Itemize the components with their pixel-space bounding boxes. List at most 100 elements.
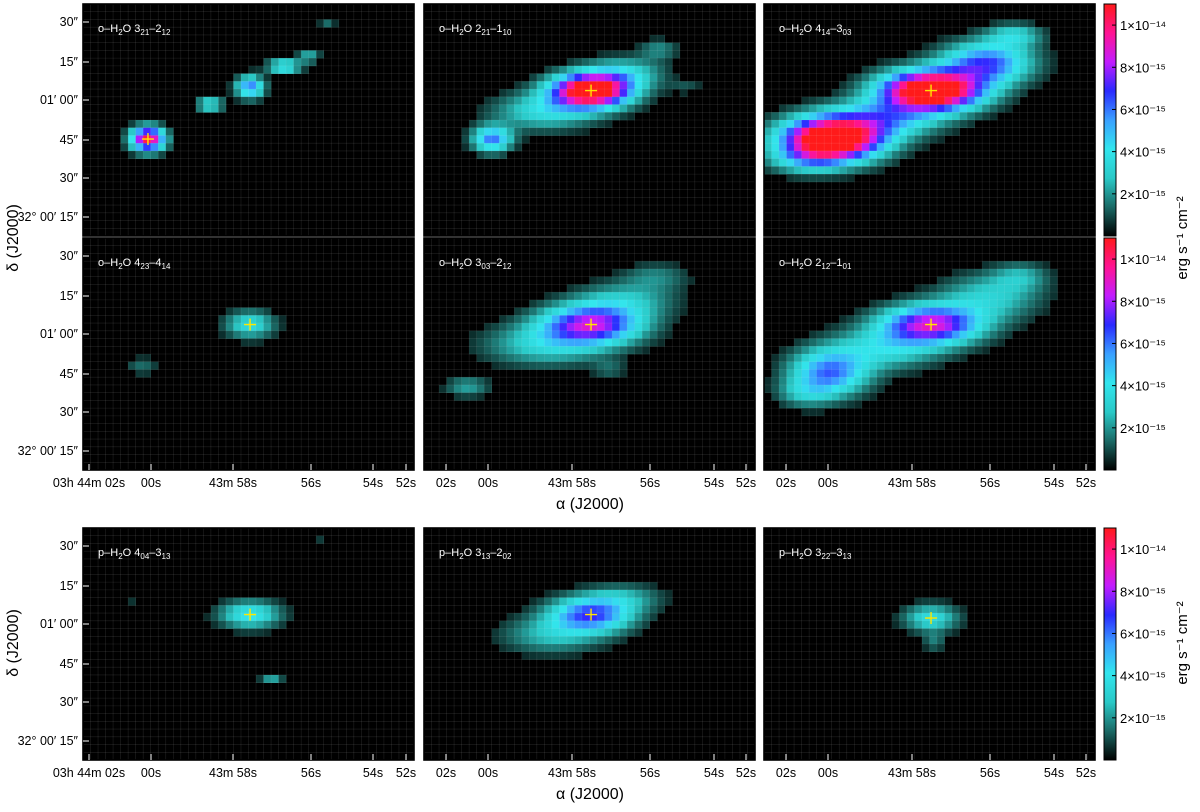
heatmap-cell	[831, 400, 840, 409]
heatmap-cell	[982, 73, 990, 82]
heatmap-cell	[906, 338, 915, 347]
heatmap-cell	[997, 34, 1006, 43]
heatmap-cell	[597, 65, 605, 74]
heatmap-cell	[484, 354, 492, 363]
heatmap-cell	[559, 323, 568, 332]
heatmap-cell	[801, 346, 810, 355]
heatmap-cell	[491, 143, 500, 152]
colorbar-tick-label: 2×10⁻¹⁵	[1120, 711, 1166, 726]
x-tick-label: 00s	[478, 766, 498, 780]
heatmap-cell	[634, 605, 643, 614]
heatmap-cell	[869, 112, 878, 121]
heatmap-cell	[899, 81, 908, 90]
heatmap-cell	[506, 143, 515, 152]
heatmap-cell	[846, 166, 855, 175]
heatmap-cell	[914, 73, 923, 82]
heatmap-cell	[854, 400, 863, 409]
heatmap-cell	[779, 369, 787, 378]
heatmap-cell	[210, 96, 219, 105]
heatmap-cell	[469, 384, 477, 393]
heatmap-cell	[484, 112, 492, 121]
heatmap-cell	[619, 58, 628, 67]
heatmap-cell	[649, 50, 658, 59]
heatmap-cell	[899, 135, 908, 144]
panel-label: p–H2O 322–313	[779, 547, 852, 561]
heatmap-cell	[521, 307, 530, 316]
heatmap-cell	[952, 58, 960, 67]
heatmap-cell	[529, 104, 538, 113]
heatmap-cell	[619, 346, 628, 355]
heatmap-cell	[619, 605, 628, 614]
heatmap-cell	[854, 104, 863, 113]
colorbar-tick-label: 6×10⁻¹⁵	[1120, 626, 1166, 641]
heatmap-cell	[959, 120, 968, 129]
heatmap-cell	[1004, 42, 1013, 51]
y-tick-label: 45″	[60, 367, 79, 381]
heatmap-cell	[891, 104, 900, 113]
heatmap-cell	[664, 65, 673, 74]
heatmap-cell	[256, 605, 264, 614]
heatmap-cell	[627, 65, 635, 74]
heatmap-cell	[225, 323, 234, 332]
heatmap-cell	[256, 674, 264, 683]
heatmap-cell	[861, 369, 870, 378]
heatmap-cell	[809, 143, 817, 152]
heatmap-cell	[1034, 261, 1043, 270]
heatmap-cell	[989, 81, 998, 90]
heatmap-cell	[952, 96, 960, 105]
heatmap-cell	[824, 377, 832, 386]
heatmap-cell	[536, 605, 545, 614]
heatmap-cell	[906, 135, 915, 144]
heatmap-cell	[876, 377, 885, 386]
heatmap-cell	[831, 377, 840, 386]
heatmap-cell	[150, 143, 159, 152]
heatmap-cell	[1004, 284, 1013, 293]
heatmap-cell	[937, 323, 945, 332]
label-part: 23	[140, 262, 149, 271]
heatmap-cell	[597, 589, 605, 598]
heatmap-cell	[906, 620, 915, 629]
heatmap-cell	[1012, 81, 1021, 90]
heatmap-cell	[634, 315, 643, 324]
heatmap-cell	[604, 315, 613, 324]
heatmap-cell	[921, 120, 930, 129]
heatmap-cell	[982, 81, 990, 90]
heatmap-cell	[566, 620, 575, 629]
x-tick-label: 54s	[363, 476, 383, 490]
x-tick-label: 52s	[396, 766, 416, 780]
heatmap-cell	[861, 112, 870, 121]
heatmap-cell	[634, 50, 643, 59]
heatmap-cell	[589, 276, 598, 285]
panel-background	[83, 528, 414, 760]
heatmap-cell	[679, 276, 688, 285]
x-tick-label: 54s	[704, 476, 724, 490]
heatmap-cell	[1034, 299, 1043, 308]
heatmap-cell	[301, 50, 309, 59]
heatmap-cell	[514, 628, 523, 637]
heatmap-cell	[574, 58, 583, 67]
heatmap-cell	[574, 89, 583, 98]
heatmap-cell	[764, 384, 772, 393]
heatmap-cell	[642, 96, 650, 105]
heatmap-cell	[597, 338, 605, 347]
heatmap-cell	[944, 50, 953, 59]
colorbar-tick-label: 8×10⁻¹⁵	[1120, 294, 1166, 309]
heatmap-cell	[597, 597, 605, 606]
heatmap-cell	[779, 112, 787, 121]
label-part: O 4	[804, 23, 822, 35]
heatmap-cell	[906, 330, 915, 339]
heatmap-cell	[536, 338, 545, 347]
y-tick-label: 30″	[60, 539, 79, 553]
heatmap-cell	[816, 96, 825, 105]
heatmap-cell	[921, 299, 930, 308]
heatmap-cell	[574, 597, 583, 606]
heatmap-cell	[914, 620, 923, 629]
heatmap-cell	[1049, 276, 1058, 285]
heatmap-cell	[839, 89, 848, 98]
heatmap-cell	[1049, 50, 1058, 59]
heatmap-cell	[959, 42, 968, 51]
heatmap-cell	[794, 377, 802, 386]
heatmap-cell	[248, 620, 257, 629]
heatmap-cell	[544, 597, 553, 606]
heatmap-cell	[861, 377, 870, 386]
